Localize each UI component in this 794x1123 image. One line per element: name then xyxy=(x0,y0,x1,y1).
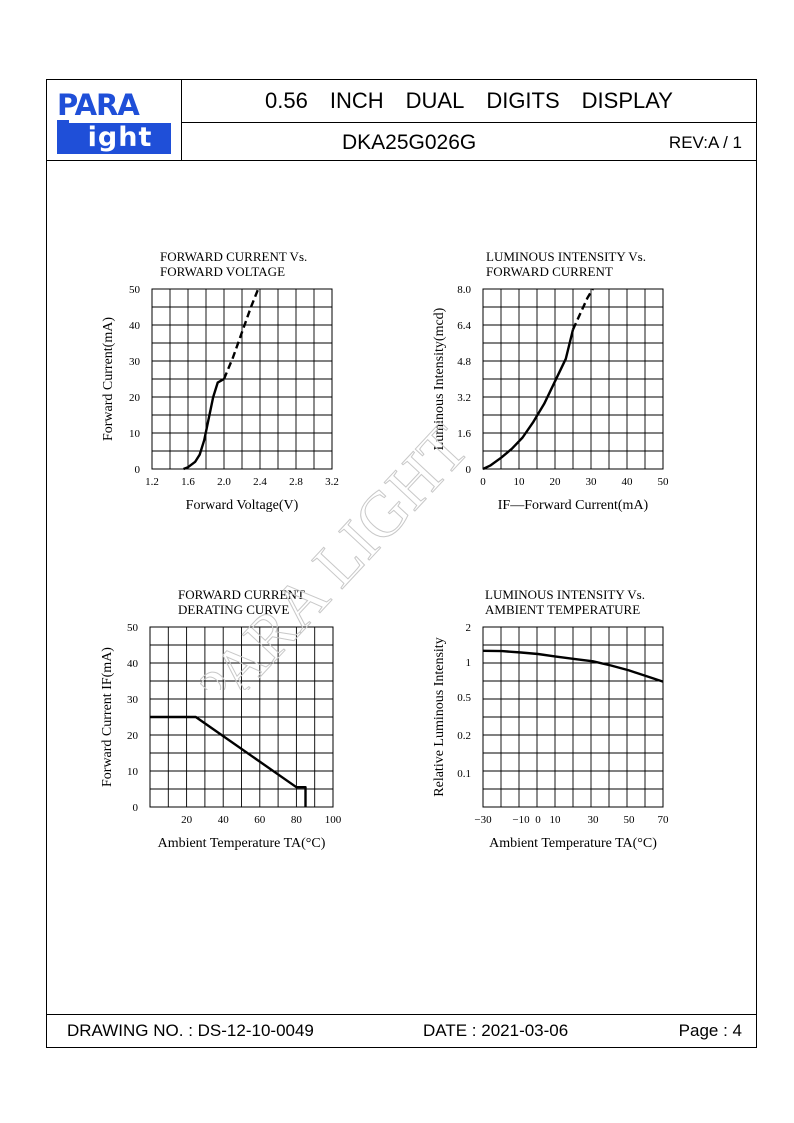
chart-y-tick-label: 6.4 xyxy=(457,320,471,332)
title-word: DISPLAY xyxy=(581,88,673,113)
chart-x-tick-label: 60 xyxy=(254,814,266,826)
chart-y-tick-label: 1.6 xyxy=(457,428,471,440)
chart-x-axis-label: IF—Forward Current(mA) xyxy=(498,498,649,513)
chart-x-tick-label: 0 xyxy=(480,476,486,488)
chart-x-tick-label: 50 xyxy=(658,476,670,488)
chart-x-tick-label: 30 xyxy=(588,814,600,826)
chart-y-tick-label: 0 xyxy=(135,464,141,476)
chart-x-tick-label: 10 xyxy=(550,814,562,826)
chart-x-tick-label: 1.2 xyxy=(145,476,159,488)
chart-x-tick-label: 1.6 xyxy=(181,476,195,488)
chart-y-tick-label: 50 xyxy=(129,284,141,296)
chart-y-tick-label: 0.5 xyxy=(457,692,471,704)
logo-top-text: PARA xyxy=(57,88,140,122)
chart-y-tick-label: 3.2 xyxy=(457,392,471,404)
chart-y-axis-label: Forward Current(mA) xyxy=(101,317,116,441)
chart-series-line xyxy=(183,377,225,471)
chart-y-tick-label: 8.0 xyxy=(457,284,471,296)
chart-series-line xyxy=(571,288,594,331)
chart-x-axis-label: Ambient Temperature TA(°C) xyxy=(489,836,657,851)
chart-y-tick-label: 0.2 xyxy=(457,730,471,742)
chart-x-tick-label: 80 xyxy=(291,814,303,826)
chart-x-tick-label: 3.2 xyxy=(325,476,339,488)
chart-y-tick-label: 10 xyxy=(127,766,139,778)
chart-y-tick-label: 20 xyxy=(129,392,141,404)
chart-x-tick-label: −30 xyxy=(474,814,492,826)
chart-y-tick-label: 0.1 xyxy=(457,768,471,780)
date: DATE : 2021-03-06 xyxy=(423,1021,569,1040)
chart-title-line: LUMINOUS INTENSITY Vs. xyxy=(486,249,646,264)
para-light-logo: PARA ight xyxy=(57,90,171,154)
model-number: DKA25G026G xyxy=(342,131,477,154)
chart-y-tick-label: 30 xyxy=(129,356,141,368)
model-row: DKA25G026G REV:A / 1 xyxy=(182,123,756,161)
chart-y-axis-label: Luminous Intensity(mcd) xyxy=(432,307,447,450)
chart-y-axis-label: Forward Current IF(mA) xyxy=(100,647,115,787)
chart-series-line xyxy=(482,329,575,471)
chart-x-tick-label: 30 xyxy=(586,476,598,488)
chart-x-axis-label: Forward Voltage(V) xyxy=(186,498,299,513)
footer: DRAWING NO. : DS-12-10-0049 DATE : 2021-… xyxy=(47,1014,756,1047)
drawing-frame: PARA ight 0.56 INCH DUAL DIGITS DISPLAY … xyxy=(46,79,757,1048)
title-word: DIGITS xyxy=(486,88,560,113)
chart-x-tick-label: 70 xyxy=(658,814,670,826)
chart-x-tick-label: 20 xyxy=(181,814,193,826)
chart-x-tick-label: 20 xyxy=(550,476,562,488)
title-word: INCH xyxy=(329,88,384,113)
chart-y-tick-label: 2 xyxy=(466,622,472,634)
chart-x-axis-label: Ambient Temperature TA(°C) xyxy=(158,836,326,851)
chart-x-tick-label: 50 xyxy=(624,814,636,826)
chart-x-tick-label: −10 xyxy=(512,814,530,826)
chart-y-tick-label: 0 xyxy=(466,464,472,476)
drawing-number: DRAWING NO. : DS-12-10-0049 xyxy=(67,1021,314,1040)
chart-y-tick-label: 50 xyxy=(127,622,139,634)
revision: REV:A / 1 xyxy=(668,133,742,152)
chart-series-line xyxy=(222,288,260,380)
chart-x-tick-label: 40 xyxy=(622,476,634,488)
page-number: Page : 4 xyxy=(678,1021,742,1040)
chart-y-tick-label: 30 xyxy=(127,694,139,706)
chart-title-line: FORWARD CURRENT Vs. xyxy=(160,249,307,264)
chart-title-line: AMBIENT TEMPERATURE xyxy=(485,602,640,617)
logo-bottom-text: ight xyxy=(69,123,171,154)
chart-series-line xyxy=(482,649,664,683)
chart-y-tick-label: 10 xyxy=(129,428,141,440)
chart-y-tick-label: 20 xyxy=(127,730,139,742)
document-title: 0.56 INCH DUAL DIGITS DISPLAY xyxy=(182,80,756,123)
chart-title-line: FORWARD CURRENT xyxy=(486,264,613,279)
chart-title-line: DERATING CURVE xyxy=(178,602,289,617)
chart-title-line: FORWARD VOLTAGE xyxy=(160,264,285,279)
logo-l-bar xyxy=(57,120,69,154)
chart-x-tick-label: 100 xyxy=(325,814,342,826)
chart-title-line: LUMINOUS INTENSITY Vs. xyxy=(485,587,645,602)
chart-x-tick-label: 2.4 xyxy=(253,476,267,488)
chart-x-tick-label: 2.0 xyxy=(217,476,231,488)
chart-x-tick-label: 40 xyxy=(218,814,230,826)
chart-y-tick-label: 40 xyxy=(127,658,139,670)
chart-y-tick-label: 4.8 xyxy=(457,356,471,368)
logo-cell: PARA ight xyxy=(47,80,182,161)
chart-title-line: FORWARD CURRENT xyxy=(178,587,305,602)
chart-y-tick-label: 0 xyxy=(133,802,139,814)
title-word: 0.56 xyxy=(265,88,308,113)
chart-series-line xyxy=(150,715,307,807)
chart-y-tick-label: 1 xyxy=(466,657,472,669)
chart-y-tick-label: 40 xyxy=(129,320,141,332)
chart-x-tick-label: 0 xyxy=(535,814,541,826)
chart-y-axis-label: Relative Luminous Intensity xyxy=(432,637,447,796)
chart-x-tick-label: 10 xyxy=(514,476,526,488)
title-word: DUAL xyxy=(405,88,465,113)
chart-x-tick-label: 2.8 xyxy=(289,476,303,488)
